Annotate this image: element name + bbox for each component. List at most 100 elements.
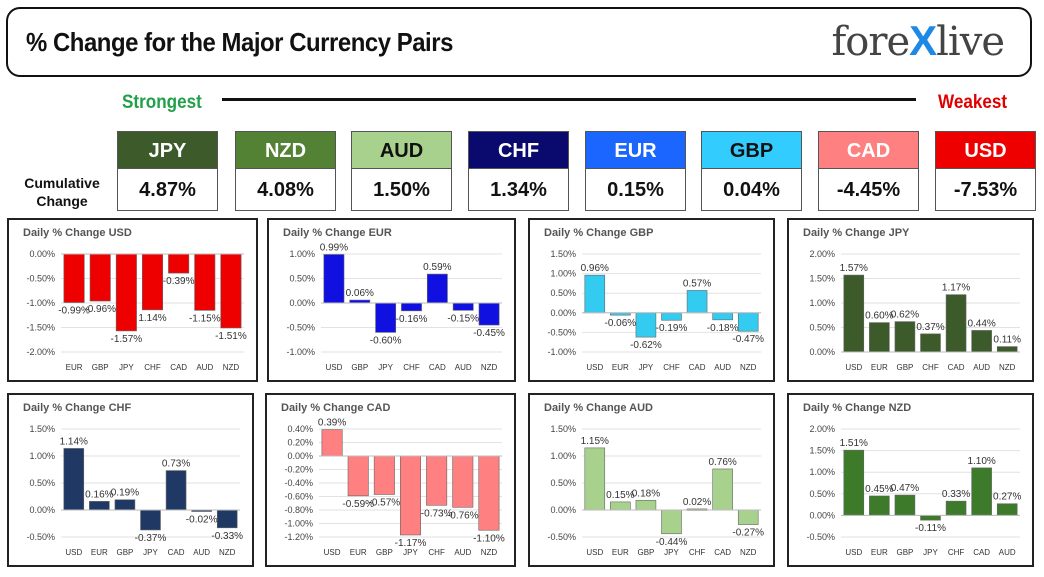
x-tick-label: CAD [948,363,965,372]
bar [996,346,1018,353]
x-tick-label: AUD [193,548,210,557]
y-tick-label: 0.50% [809,323,835,333]
y-tick-label: 0.50% [550,478,576,488]
y-tick-label: -0.40% [284,478,313,488]
x-tick-label: NZD [999,363,1016,372]
y-tick-label: -1.50% [26,323,55,333]
y-tick-label: -0.50% [547,327,576,337]
chart-title: Daily % Change EUR [283,227,392,239]
x-tick-label: USD [845,548,862,557]
y-tick-label: 1.00% [29,451,55,461]
y-tick-label: -0.50% [26,532,55,542]
y-tick-label: 2.00% [809,249,835,259]
x-tick-label: USD [586,548,603,557]
y-tick-label: 0.00% [29,249,55,259]
bar [996,503,1018,516]
y-tick-label: -1.00% [26,298,55,308]
y-tick-label: 0.50% [809,489,835,499]
bar-chart: Daily % Change GBP 1.50% 1.00% 0.50% 0.00% -0… [544,227,764,372]
y-tick-label: 0.20% [287,438,313,448]
y-tick-label: 1.00% [809,467,835,477]
chart-panel-1: Daily % Change USD 0.00% -0.50% -1.00% -1.50… [7,218,258,382]
y-tick-label: 1.00% [550,269,576,279]
data-label: -0.57% [369,497,401,508]
cumulative-value: 0.15% [585,169,686,211]
data-label: 0.44% [967,318,995,329]
cumulative-value: 1.34% [468,169,569,211]
strength-scale-line [222,98,916,101]
y-tick-label: -0.50% [26,274,55,284]
chart-title: Daily % Change CAD [281,402,390,414]
currency-box-eur: EUR 0.15% [585,131,686,211]
chart-panel-3: Daily % Change GBP 1.50% 1.00% 0.50% 0.00% -0… [528,218,775,382]
data-label: 0.62% [891,310,919,321]
cumulative-change-label: Cumulative Change [18,174,106,210]
bar [920,333,941,353]
data-label: -0.06% [605,318,637,329]
x-tick-label: GBP [116,548,133,557]
currency-box-jpy: JPY 4.87% [117,131,218,211]
x-tick-label: AUD [455,363,472,372]
y-tick-label: 2.00% [809,424,835,434]
cumulative-label-line1: Cumulative [24,175,100,191]
currency-box-usd: USD -7.53% [935,131,1036,211]
logo-text-right: live [936,19,1005,65]
x-tick-label: EUR [91,548,108,557]
bar [478,302,500,326]
x-tick-label: GBP [376,548,393,557]
y-tick-label: 0.50% [29,478,55,488]
chart-title: Daily % Change JPY [803,227,910,239]
bar [194,253,216,311]
x-tick-label: USD [324,548,341,557]
data-label: 1.51% [840,438,868,449]
data-label: -0.45% [473,328,505,339]
currency-box-cad: CAD -4.45% [818,131,919,211]
data-label: -0.15% [447,313,479,324]
page-title: % Change for the Major Currency Pairs [26,27,453,57]
bar [712,312,733,321]
data-label: 0.16% [85,489,113,500]
currency-code: JPY [117,131,218,169]
y-tick-label: 0.40% [287,424,313,434]
x-tick-label: AUD [196,363,213,372]
y-tick-label: -0.50% [806,532,835,542]
x-tick-label: NZD [740,363,757,372]
chart-panel-7: Daily % Change AUD 1.50% 1.00% 0.50% 0.00% -0… [528,393,775,567]
data-label: 0.45% [865,484,893,495]
x-tick-label: JPY [639,363,654,372]
bar [168,253,190,274]
bar [712,468,733,511]
data-label: 1.17% [942,283,970,294]
x-tick-label: USD [845,363,862,372]
bar [661,312,682,321]
bar [869,495,890,516]
data-label: 0.47% [891,483,919,494]
bar [894,321,916,353]
currency-box-chf: CHF 1.34% [468,131,569,211]
data-label: -1.51% [215,331,247,342]
data-label: -1.10% [473,533,505,544]
data-label: 0.11% [993,335,1021,346]
x-tick-label: CHF [922,363,939,372]
chart-title: Daily % Change GBP [544,227,653,239]
bar [843,274,865,353]
x-tick-label: USD [65,548,82,557]
data-label: -0.16% [396,314,428,325]
y-tick-label: -2.00% [26,347,55,357]
x-tick-label: JPY [403,548,418,557]
header-banner: % Change for the Major Currency Pairs fo… [6,7,1032,77]
x-tick-label: EUR [612,548,629,557]
strongest-label: Strongest [122,92,202,113]
bar-chart: Daily % Change CHF 1.50% 1.00% 0.50% 0.00% -0… [23,402,243,557]
bar [89,501,110,511]
bar [114,499,136,511]
bar [584,447,606,511]
data-label: 0.19% [111,488,139,499]
logo-x-mark: X [909,17,937,64]
x-tick-label: GBP [637,548,654,557]
bar-chart: Daily % Change EUR 1.00% 0.50% 0.00% -0.50% -… [283,227,505,372]
data-label: -0.47% [732,334,764,345]
x-tick-label: GBP [92,363,109,372]
y-tick-label: 1.50% [550,249,576,259]
data-label: -0.73% [421,508,453,519]
